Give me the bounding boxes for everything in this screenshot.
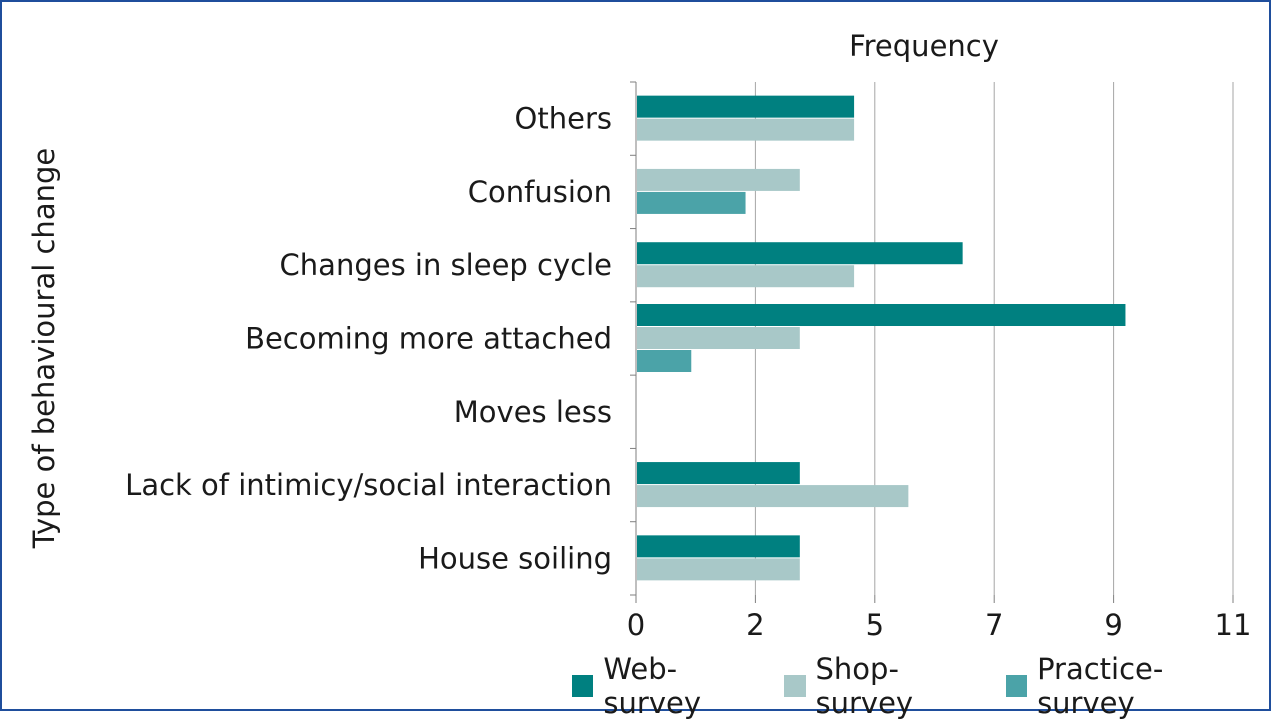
category-label: Changes in sleep cycle <box>280 248 612 282</box>
category-label: Moves less <box>454 395 612 429</box>
axes: 0 2 5 7 9 11 <box>627 81 1252 642</box>
x-tick-label: 7 <box>985 608 1003 642</box>
category-label: Others <box>515 102 612 136</box>
bar-shop-survey <box>637 327 800 349</box>
category-label: House soiling <box>418 541 612 575</box>
x-tick-label: 11 <box>1215 608 1252 642</box>
category-label: Lack of intimicy/social interaction <box>125 468 612 502</box>
x-tick-label: 9 <box>1104 608 1122 642</box>
legend-label: Practice-survey <box>1037 652 1164 720</box>
category-label: Confusion <box>468 175 612 209</box>
bar-web-survey <box>637 242 963 265</box>
legend-label: Web-survey <box>603 652 701 720</box>
bar-shop-survey <box>637 168 800 191</box>
legend-swatch <box>784 675 806 697</box>
bar-web-survey <box>637 462 800 485</box>
bar-shop-survey <box>637 118 855 141</box>
bar-shop-survey <box>637 558 800 581</box>
legend-label: Shop-survey <box>815 652 914 720</box>
category-labels: Others Confusion Changes in sleep cycle Bec… <box>125 102 612 576</box>
legend-item: Shop-survey <box>784 652 992 720</box>
legend: Web-survey Shop-survey Practice-survey <box>572 652 1269 720</box>
legend-item: Web-survey <box>572 652 770 720</box>
category-label: Becoming more attached <box>245 322 612 356</box>
bar-web-survey <box>637 304 1126 326</box>
bar-web-survey <box>637 535 800 558</box>
bar-shop-survey <box>637 485 909 508</box>
legend-swatch <box>1005 675 1028 697</box>
gridlines <box>754 82 1234 595</box>
bar-practice-survey <box>637 191 746 214</box>
legend-item: Practice-survey <box>1005 652 1255 720</box>
x-tick-label: 2 <box>746 608 764 642</box>
bar-practice-survey <box>637 350 692 372</box>
y-axis-title: Type of behavioural change <box>27 148 61 549</box>
legend-swatch <box>572 675 594 697</box>
bar-chart: Frequency Type of behavioural change 0 2 5… <box>27 29 1252 642</box>
bar-shop-survey <box>637 265 855 288</box>
x-tick-label: 0 <box>627 608 645 642</box>
bars <box>637 95 1126 581</box>
x-tick-label: 5 <box>866 608 884 642</box>
bar-web-survey <box>637 95 855 118</box>
x-axis-title: Frequency <box>849 29 999 63</box>
